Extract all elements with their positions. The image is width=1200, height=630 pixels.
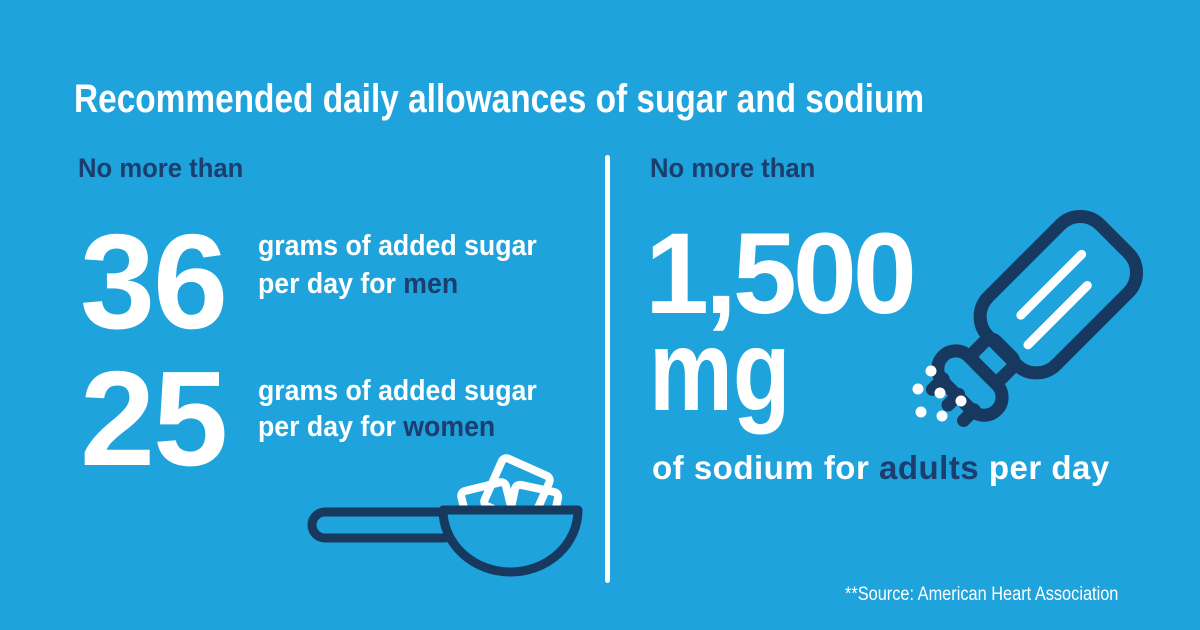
- sodium-desc-suffix: per day: [979, 449, 1110, 486]
- source-note: **Source: American Heart Association: [845, 584, 1119, 605]
- sodium-value: 1,500: [645, 210, 917, 338]
- sugar-desc-men: grams of added sugar per day for men: [258, 227, 537, 303]
- sodium-section-label: No more than: [650, 153, 816, 183]
- sugar-desc-women-line2-prefix: per day for: [258, 411, 404, 443]
- sugar-value-men: 36: [80, 206, 228, 357]
- sugar-spoon-icon: [307, 454, 583, 577]
- salt-grains: [912, 365, 967, 422]
- page-title: Recommended daily allowances of sugar an…: [74, 76, 925, 121]
- sugar-desc-men-line2-prefix: per day for: [258, 268, 404, 300]
- sugar-desc-women-line2: per day for women: [258, 409, 537, 445]
- sodium-desc: of sodium for adults per day: [652, 451, 1110, 484]
- sugar-desc-women-line1: grams of added sugar: [258, 375, 537, 407]
- sugar-desc-women: grams of added sugar per day for women: [258, 373, 537, 445]
- sugar-desc-men-line2: per day for men: [258, 265, 537, 303]
- sugar-desc-men-line1: grams of added sugar: [258, 230, 537, 262]
- sodium-desc-highlight: adults: [878, 449, 980, 486]
- sugar-section-label: No more than: [78, 153, 244, 183]
- salt-shaker-icon: [912, 209, 1144, 428]
- sodium-desc-prefix: of sodium for: [652, 449, 879, 486]
- sugar-desc-men-highlight: men: [403, 268, 459, 300]
- sugar-desc-women-highlight: women: [403, 411, 496, 443]
- sodium-unit: mg: [649, 307, 791, 435]
- section-divider: [605, 155, 610, 583]
- sugar-value-women: 25: [80, 343, 228, 494]
